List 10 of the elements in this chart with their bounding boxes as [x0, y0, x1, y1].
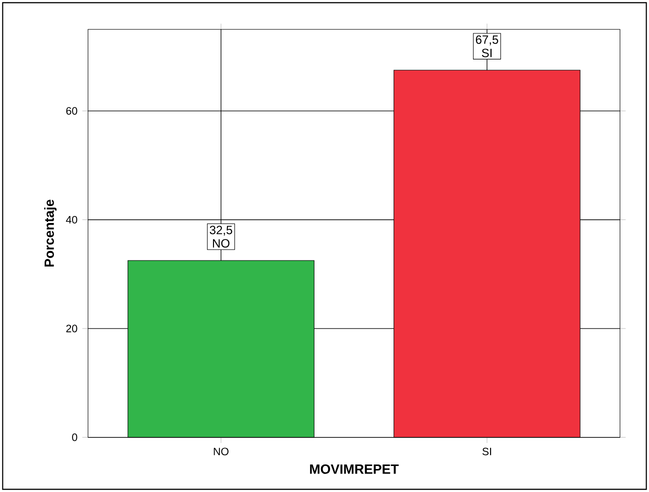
y-tick-label: 20 [66, 324, 78, 332]
y-tick-label: 0 [72, 434, 78, 442]
y-axis-title: Porcentaje [44, 200, 57, 267]
category-label: SI [482, 48, 492, 58]
y-tick-label: 40 [66, 216, 78, 224]
x-axis-title: MOVIMREPET [310, 464, 399, 474]
category-label: NO [212, 239, 230, 248]
y-tick-label: 60 [66, 107, 78, 115]
data-label: 32,5 [210, 226, 232, 236]
data-label: 67,5 [476, 35, 498, 46]
